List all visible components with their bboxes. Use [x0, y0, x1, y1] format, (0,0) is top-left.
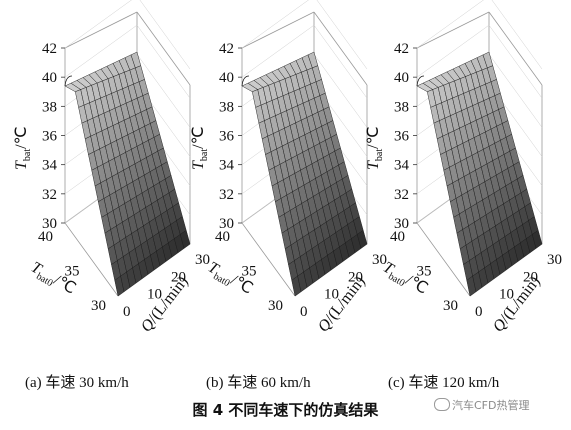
top-edge-line — [241, 11, 315, 49]
x-tick-label: 10 — [324, 287, 339, 303]
z-tick-label: 34 — [394, 158, 410, 174]
z-axis-label-main: T — [13, 160, 30, 170]
x-axis-label: Q/(L/min) — [490, 273, 544, 335]
back-grid-line — [416, 0, 484, 49]
x-tick-label: 30 — [372, 252, 387, 268]
panel-b-caption: (b) 车速 60 km/h — [206, 375, 311, 391]
z-axis-label: Tbat/℃ — [190, 126, 210, 170]
back-grid-line — [313, 54, 368, 128]
z-axis-label-unit: /℃ — [190, 126, 207, 148]
z-tick-label: 34 — [42, 158, 58, 174]
back-grid-line — [136, 54, 191, 128]
chart-panel-c: 303234363840423035400102030Tbat/℃Tbat0/℃… — [365, 0, 562, 335]
z-tick-label: 40 — [42, 70, 57, 86]
y-tick-label: 30 — [268, 298, 283, 314]
surface — [416, 51, 543, 297]
z-tick-label: 32 — [219, 187, 234, 203]
y-tick-label: 40 — [38, 229, 53, 245]
x-tick-label: 20 — [348, 269, 363, 285]
z-tick-label: 32 — [394, 187, 409, 203]
x-tick-label: 0 — [475, 304, 483, 320]
z-axis-label-sub: bat — [22, 149, 33, 161]
surface-edge — [416, 75, 425, 87]
z-tick-label: 32 — [42, 187, 57, 203]
z-tick-label: 36 — [42, 129, 58, 145]
top-edge-line — [313, 11, 368, 86]
back-grid-line — [316, 0, 368, 70]
x-tick-label: 10 — [147, 287, 162, 303]
back-grid-line — [313, 25, 368, 99]
z-axis-label-unit: /℃ — [13, 126, 30, 148]
z-tick-label: 30 — [394, 216, 409, 232]
y-tick-label: 30 — [91, 298, 106, 314]
y-tick-label: 40 — [390, 229, 405, 245]
z-axis-label-sub: bat — [199, 149, 210, 161]
back-grid-line — [416, 24, 490, 78]
x-tick-label: 0 — [300, 304, 308, 320]
z-axis-label: Tbat/℃ — [365, 126, 385, 170]
z-tick-label: 38 — [42, 99, 57, 115]
x-tick-label: 30 — [547, 252, 562, 268]
x-axis-label: Q/(L/min) — [315, 273, 369, 335]
back-grid-line — [136, 25, 191, 99]
surface — [64, 51, 191, 297]
z-axis-label: Tbat/℃ — [13, 126, 33, 170]
y-tick-label: 35 — [417, 264, 432, 280]
surface-cell — [531, 229, 543, 249]
chart-panel-a: 303234363840423035400102030Tbat/℃Tbat0/℃… — [13, 0, 210, 335]
z-tick-label: 40 — [219, 70, 234, 86]
z-tick-label: 38 — [219, 99, 234, 115]
z-axis-label-main: T — [365, 160, 382, 170]
back-grid-line — [64, 0, 132, 49]
x-axis-label: Q/(L/min) — [138, 273, 192, 335]
x-tick-label: 30 — [195, 252, 210, 268]
top-edge-line — [488, 11, 543, 86]
z-tick-label: 42 — [219, 41, 234, 57]
z-tick-label: 30 — [42, 216, 57, 232]
z-tick-label: 40 — [394, 70, 409, 86]
back-grid-line — [139, 0, 191, 70]
top-edge-line — [136, 11, 191, 86]
y-tick-label: 30 — [443, 298, 458, 314]
figure-caption: 图 4 不同车速下的仿真结果 — [192, 401, 379, 419]
z-axis-label-unit: /℃ — [365, 126, 382, 148]
z-tick-label: 42 — [394, 41, 409, 57]
panel-c-caption: (c) 车速 120 km/h — [388, 375, 500, 391]
z-tick-label: 36 — [394, 129, 410, 145]
back-grid-line — [241, 24, 315, 78]
surface-plots: 303234363840423035400102030Tbat/℃Tbat0/℃… — [13, 0, 562, 335]
y-tick-label: 35 — [65, 264, 80, 280]
top-edge-line — [64, 11, 138, 49]
panel-a-caption: (a) 车速 30 km/h — [25, 375, 129, 391]
z-axis-label-sub: bat — [374, 149, 385, 161]
top-edge-line — [416, 11, 490, 49]
z-tick-label: 30 — [219, 216, 234, 232]
back-grid-line — [488, 54, 543, 128]
surface-edge — [241, 75, 250, 87]
y-tick-label: 40 — [215, 229, 230, 245]
surface-cell — [356, 229, 368, 249]
z-tick-label: 38 — [394, 99, 409, 115]
back-grid-line — [488, 25, 543, 99]
x-tick-label: 0 — [123, 304, 131, 320]
back-grid-line — [64, 24, 138, 78]
z-tick-label: 36 — [219, 129, 235, 145]
x-tick-label: 20 — [523, 269, 538, 285]
wechat-icon — [434, 398, 450, 411]
z-tick-label: 42 — [42, 41, 57, 57]
chart-panel-b: 303234363840423035400102030Tbat/℃Tbat0/℃… — [190, 0, 387, 335]
z-axis-label-main: T — [190, 160, 207, 170]
surface-edge — [64, 75, 73, 87]
x-tick-label: 10 — [499, 287, 514, 303]
z-tick-label: 34 — [219, 158, 235, 174]
back-grid-line — [241, 0, 309, 49]
x-tick-label: 20 — [171, 269, 186, 285]
watermark: 汽车CFD热管理 — [434, 397, 529, 413]
watermark-text: 汽车CFD热管理 — [452, 399, 530, 412]
y-tick-label: 35 — [242, 264, 257, 280]
surface-cell — [179, 229, 191, 249]
surface — [241, 51, 368, 297]
back-grid-line — [491, 0, 543, 70]
